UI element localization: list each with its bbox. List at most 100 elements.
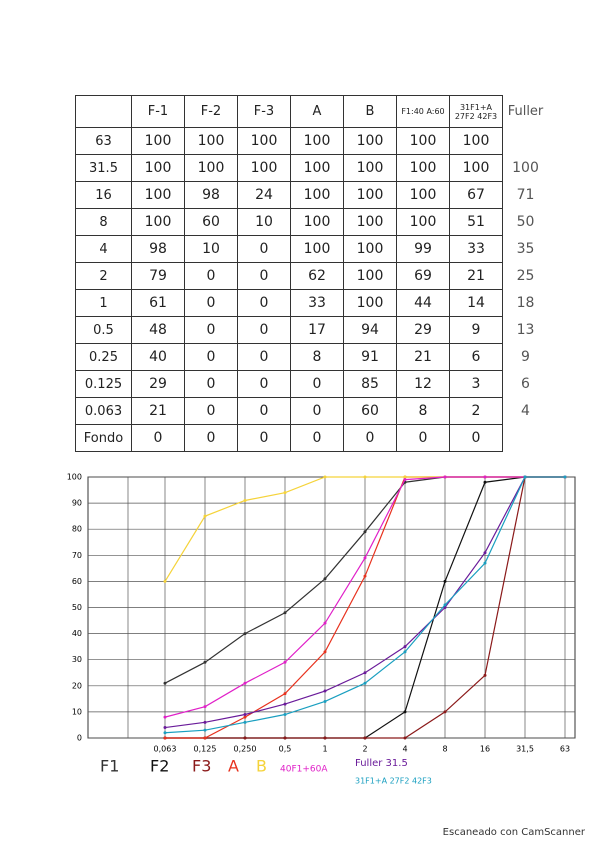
point [403, 478, 407, 482]
cell: 51 [449, 208, 503, 236]
point [203, 728, 207, 732]
y-tick-label: 80 [72, 525, 82, 534]
table-row: 31.5 100 100 100 100 100 100 100 100 [75, 154, 549, 182]
legend-label: F2 [150, 757, 169, 776]
cell: 4 [521, 403, 530, 419]
y-tick-label: 10 [72, 707, 82, 716]
x-tick-label: 2 [362, 745, 367, 754]
cell: 99 [396, 235, 450, 263]
cell: 13 [516, 322, 535, 338]
point [363, 475, 367, 479]
cell: 100 [237, 127, 291, 155]
cell: 61 [131, 289, 185, 317]
cell: 0 [184, 370, 238, 398]
cell: 100 [184, 127, 238, 155]
row-label: 2 [75, 262, 132, 290]
point [483, 551, 487, 555]
table-row: 0.5 48 0 0 17 94 29 9 13 [75, 316, 549, 344]
cell: 100 [396, 154, 450, 182]
point [483, 480, 487, 484]
x-tick-label: 8 [442, 745, 447, 754]
point [323, 699, 327, 703]
point [363, 681, 367, 685]
point [363, 556, 367, 560]
cell: 100 [131, 154, 185, 182]
point [443, 710, 447, 714]
cell: 18 [516, 295, 535, 311]
cell: 0 [131, 424, 185, 452]
cell: 50 [516, 214, 535, 230]
column-header: F1:40 A:60 [396, 95, 450, 128]
point [243, 498, 247, 502]
x-tick-label: 4 [402, 745, 407, 754]
point [163, 715, 167, 719]
point [283, 611, 287, 615]
y-tick-label: 60 [72, 577, 82, 586]
point [203, 705, 207, 709]
cell: 0 [449, 424, 503, 452]
cell: 21 [131, 397, 185, 425]
cell: 0 [396, 424, 450, 452]
cell: 29 [396, 316, 450, 344]
point [323, 621, 327, 625]
table-row: 2 79 0 0 62 100 69 21 25 [75, 262, 549, 290]
column-header: 31F1+A 27F2 42F3 [449, 95, 503, 128]
cell: 33 [290, 289, 344, 317]
cell: 0 [237, 424, 291, 452]
row-label: 0.25 [75, 343, 132, 371]
point [283, 713, 287, 717]
point [283, 692, 287, 696]
point [323, 736, 327, 740]
table-row: 0.063 21 0 0 0 60 8 2 4 [75, 397, 549, 425]
cell: 0 [184, 424, 238, 452]
y-tick-label: 20 [72, 681, 82, 690]
cell: 0 [343, 424, 397, 452]
x-tick-label: 63 [560, 745, 570, 754]
point [443, 475, 447, 479]
y-tick-label: 40 [72, 629, 82, 638]
cell: 0 [237, 235, 291, 263]
point [443, 606, 447, 609]
table-row: 16 100 98 24 100 100 100 67 71 [75, 181, 549, 209]
cell: 60 [343, 397, 397, 425]
cell: 100 [290, 181, 344, 209]
point [243, 632, 247, 636]
point [443, 603, 447, 607]
point [243, 713, 247, 717]
cell: 91 [343, 343, 397, 371]
cell: 100 [343, 235, 397, 263]
cell: 40 [131, 343, 185, 371]
cell: 8 [396, 397, 450, 425]
legend-label: Fuller 31.5 [355, 758, 408, 769]
x-tick-label: 16 [480, 745, 490, 754]
row-label: 0.063 [75, 397, 132, 425]
x-tick-label: 0,125 [194, 745, 217, 754]
table-row: 0.125 29 0 0 0 85 12 3 6 [75, 370, 549, 398]
point [163, 681, 167, 685]
point [523, 475, 527, 479]
cell: 9 [521, 349, 530, 365]
x-tick-label: 0,5 [279, 745, 292, 754]
point [163, 726, 167, 730]
cell: 0 [290, 424, 344, 452]
cell: 67 [449, 181, 503, 209]
cell: 85 [343, 370, 397, 398]
cell: 10 [184, 235, 238, 263]
cell: 100 [449, 154, 503, 182]
series-line [164, 476, 526, 729]
point [563, 475, 567, 479]
row-label: 4 [75, 235, 132, 263]
cell: 100 [290, 235, 344, 263]
cell: 6 [521, 376, 530, 392]
cell: 94 [343, 316, 397, 344]
column-header: F-2 [184, 95, 238, 128]
x-tick-label: 0,063 [154, 745, 177, 754]
cell: 100 [131, 181, 185, 209]
table-row: Fondo 0 0 0 0 0 0 0 [75, 424, 549, 452]
cell: 98 [131, 235, 185, 263]
cell: 0 [237, 370, 291, 398]
cell: 0 [184, 343, 238, 371]
y-tick-label: 90 [72, 499, 82, 508]
point [203, 736, 207, 740]
